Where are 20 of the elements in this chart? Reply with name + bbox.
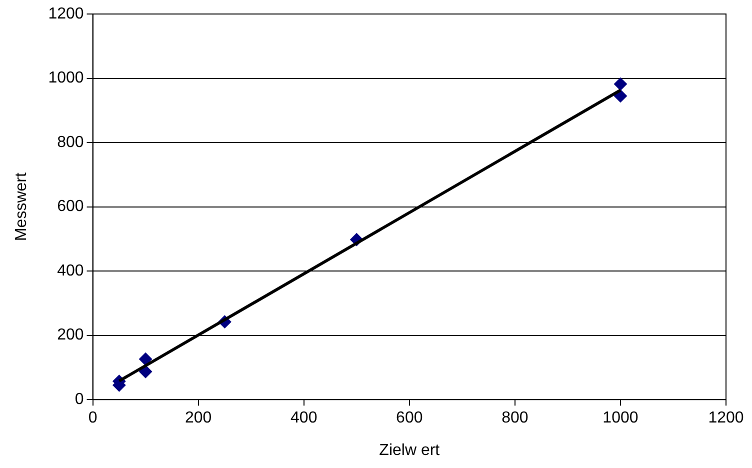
point <box>139 365 152 378</box>
y-tick-label: 1000 <box>48 70 84 87</box>
y-tick-label: 800 <box>57 134 84 151</box>
point <box>139 352 152 366</box>
x-tick-label: 200 <box>184 410 212 427</box>
y-tick-label: 400 <box>57 262 84 280</box>
y-tick-label: 1200 <box>48 5 84 22</box>
x-tick-label: 800 <box>502 410 528 427</box>
y-tick-label: 0 <box>74 391 84 408</box>
y-tick-label: 600 <box>57 198 84 216</box>
x-tick-label: 400 <box>290 410 318 427</box>
y-tick-label: 200 <box>57 326 84 344</box>
y-axis-title: Messwert <box>13 172 30 242</box>
x-tick-label: 0 <box>88 410 98 427</box>
x-axis-title: Zielw ert <box>379 442 440 459</box>
x-tick-label: 1200 <box>708 410 744 427</box>
x-tick-label: 1000 <box>602 410 638 427</box>
point <box>614 78 627 91</box>
point <box>614 89 627 102</box>
x-tick-label: 600 <box>396 410 423 427</box>
